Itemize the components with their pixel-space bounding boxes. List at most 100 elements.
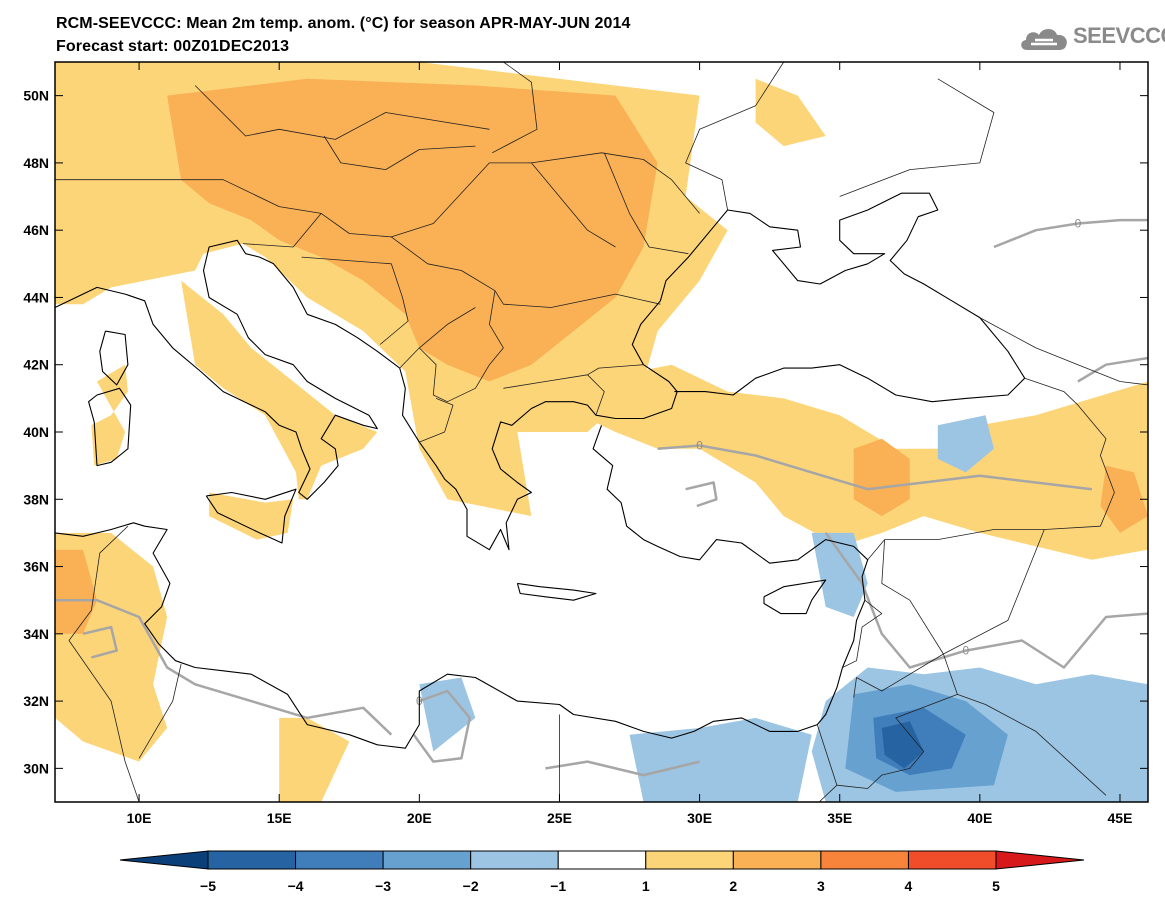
- lat-label: 38N: [23, 491, 49, 507]
- coastline-2: [88, 387, 132, 467]
- colorbar-segment-4: [557, 850, 647, 870]
- border-15: [842, 599, 883, 668]
- anomaly-region-1: [181, 280, 378, 500]
- border-9: [419, 398, 454, 443]
- lon-label: 45E: [1108, 810, 1133, 826]
- zero-contour-4: [412, 689, 472, 763]
- colorbar-label: −2: [463, 878, 479, 894]
- coastline-4: [205, 488, 297, 544]
- axis-ticks: [55, 62, 1148, 802]
- border-23: [68, 525, 140, 802]
- lat-label: 46N: [23, 222, 49, 238]
- border-7: [419, 307, 476, 349]
- border-18: [836, 653, 958, 789]
- border-12: [531, 162, 616, 248]
- anomaly-region-12: [811, 532, 868, 617]
- lat-label: 30N: [23, 760, 49, 776]
- colorbar-label: 4: [905, 878, 913, 894]
- colorbar: −5 −4 −3 −2 −1 1 2 3 4 5: [119, 850, 1085, 894]
- zero-contour-1: [657, 444, 1093, 491]
- colorbar-label: −3: [375, 878, 391, 894]
- map-title: RCM-SEEVCCC: Mean 2m temp. anom. (°C) fo…: [56, 12, 631, 58]
- zero-contour-7: [82, 625, 118, 659]
- zero-contour-5: [545, 760, 700, 777]
- border-10: [587, 374, 605, 416]
- longitude-labels: 10E 15E 20E 25E 30E 35E 40E 45E: [127, 810, 1133, 826]
- anomaly-region-4: [91, 364, 128, 466]
- border-14: [867, 377, 1115, 561]
- colorbar-label: 3: [817, 878, 825, 894]
- colorbar-segment-8: [907, 850, 997, 870]
- border-4: [301, 256, 409, 345]
- colorbar-segment-5: [645, 850, 734, 870]
- anomaly-region-7: [545, 364, 1148, 560]
- colorbar-label: −1: [550, 878, 566, 894]
- border-26: [839, 78, 995, 197]
- lon-label: 30E: [687, 810, 712, 826]
- lon-label: 25E: [547, 810, 572, 826]
- border-21: [818, 784, 838, 802]
- lat-label: 50N: [23, 88, 49, 104]
- border-17: [943, 529, 1045, 655]
- lat-label: 32N: [23, 693, 49, 709]
- contour-label-0: 0: [1075, 216, 1082, 230]
- anomaly-region-2: [755, 78, 826, 147]
- colorbar-segment-3: [470, 850, 559, 870]
- colorbar-over-arrow: [995, 850, 1085, 870]
- anomaly-region-3: [209, 492, 294, 540]
- anomaly-region-11: [1100, 465, 1148, 533]
- title-line-1: RCM-SEEVCCC: Mean 2m temp. anom. (°C) fo…: [56, 15, 631, 32]
- colorbar-segment-7: [820, 850, 909, 870]
- cloud-icon: [1021, 29, 1067, 50]
- border-6: [399, 290, 504, 403]
- colorbar-label: 2: [729, 878, 737, 894]
- border-27: [492, 62, 538, 154]
- border-24: [138, 664, 182, 759]
- zero-contour-3: [55, 598, 393, 736]
- anomaly-region-19: [881, 721, 924, 769]
- coastlines: [55, 192, 1026, 749]
- coastline-6: [763, 579, 827, 615]
- anomaly-region-6: [279, 717, 350, 802]
- colorbar-segment-6: [732, 850, 822, 870]
- anomaly-region-10: [853, 438, 910, 517]
- coastline-3: [99, 330, 129, 386]
- lat-label: 34N: [23, 626, 49, 642]
- border-13: [979, 317, 1148, 386]
- border-5: [391, 236, 661, 308]
- border-3: [242, 213, 322, 248]
- anomaly-region-15: [629, 717, 812, 802]
- border-20: [816, 724, 838, 786]
- lat-label: 48N: [23, 155, 49, 171]
- colorbar-segment-1: [295, 850, 384, 870]
- colorbar-segment-2: [382, 850, 472, 870]
- lon-label: 10E: [127, 810, 152, 826]
- zero-contour-6: [685, 481, 718, 508]
- zero-contour-2: [824, 532, 1148, 669]
- seevccc-logo: SEEVCCC: [1017, 20, 1165, 56]
- lon-label: 15E: [267, 810, 292, 826]
- border-11: [603, 152, 689, 255]
- latitude-labels: 30N 32N 34N 36N 38N 40N 42N 44N 46N 48N 50N: [23, 88, 49, 777]
- zero-contour-0: [993, 218, 1148, 249]
- border-19: [957, 694, 1107, 796]
- border-0: [55, 152, 700, 238]
- lon-label: 40E: [967, 810, 992, 826]
- colorbar-segment-0: [207, 850, 297, 870]
- colorbar-label: −4: [288, 878, 304, 894]
- lon-label: 20E: [407, 810, 432, 826]
- colorbar-label: 5: [992, 878, 1000, 894]
- anomaly-region-9: [55, 549, 97, 634]
- border-25: [685, 62, 785, 211]
- coastline-0: [55, 192, 1026, 551]
- colorbar-label: −5: [200, 878, 216, 894]
- coastline-1: [55, 425, 869, 749]
- lon-label: 35E: [827, 810, 852, 826]
- border-1: [194, 85, 490, 140]
- colorbar-under-arrow: [119, 850, 209, 870]
- colorbar-label: 1: [642, 878, 650, 894]
- lat-label: 36N: [23, 559, 49, 575]
